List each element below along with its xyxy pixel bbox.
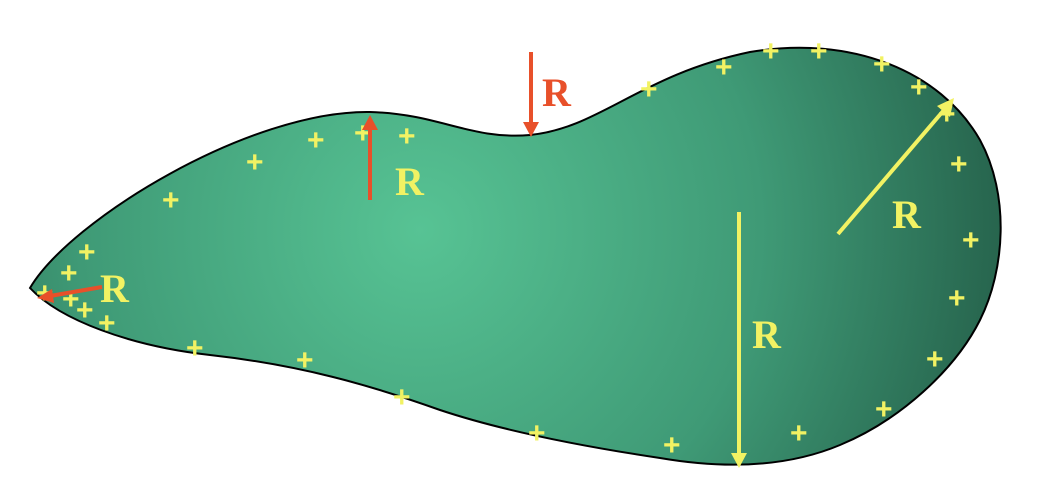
charge-plus: + (762, 35, 780, 68)
radius-label-small-bump: R (395, 159, 425, 204)
charge-plus: + (962, 224, 980, 257)
radius-label-bottom-large: R (752, 312, 782, 357)
charge-plus: + (98, 307, 116, 340)
charge-plus: + (910, 71, 928, 104)
charge-plus: + (162, 184, 180, 217)
radius-label-right-lobe: R (892, 192, 922, 237)
charge-plus: + (76, 294, 94, 327)
charge-plus: + (640, 73, 658, 106)
charge-plus: + (948, 282, 966, 315)
charge-plus: + (875, 393, 893, 426)
charge-plus: + (810, 35, 828, 68)
radius-label-left-tip: R (100, 266, 130, 311)
charge-plus: + (78, 236, 96, 269)
charge-plus: + (663, 429, 681, 462)
charge-plus: + (926, 343, 944, 376)
charge-plus: + (528, 417, 546, 450)
radius-label-top-notch: R (542, 70, 572, 115)
charge-plus: + (307, 124, 325, 157)
charge-plus: + (950, 148, 968, 181)
conductor-shape (28, 46, 1002, 466)
charge-plus: + (246, 146, 264, 179)
charge-plus: + (715, 51, 733, 84)
charge-plus: + (393, 381, 411, 414)
charge-plus: + (296, 344, 314, 377)
charge-plus: + (790, 417, 808, 450)
charge-plus: + (186, 332, 204, 365)
radius-arrow-right-lobe (836, 98, 954, 236)
charge-plus: + (873, 48, 891, 81)
charge-plus: + (60, 257, 78, 290)
radius-arrow-left-tip (37, 285, 103, 303)
surface-charges: + + + + + + + + + + + + + + + + + + + + … (36, 35, 980, 462)
charge-plus: + (398, 120, 416, 153)
radius-arrow-bottom-large (731, 212, 747, 468)
radius-arrow-small-bump (362, 115, 378, 200)
radius-arrow-top-notch (523, 52, 539, 137)
